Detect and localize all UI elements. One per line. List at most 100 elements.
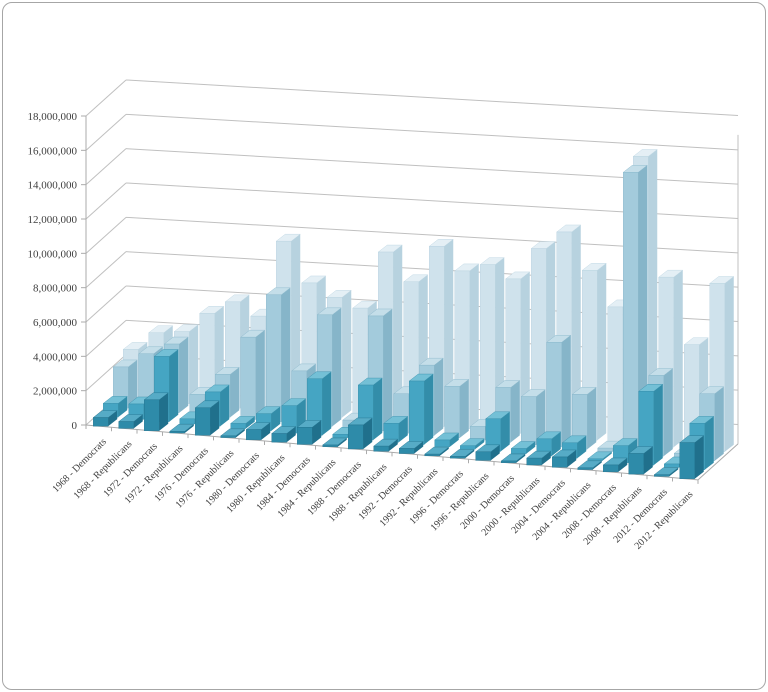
bar-front-face [266, 294, 282, 423]
y-axis-tick-label: 2,000,000 [33, 386, 78, 398]
bar-side-face [383, 308, 393, 431]
bar-side-face [618, 457, 628, 472]
bar-1992-Democrats-row2 [408, 373, 434, 445]
bar-side-face [439, 447, 449, 456]
bar-front-face [597, 447, 613, 452]
bar-front-face [587, 458, 603, 461]
y-axis-tick-label: 10,000,000 [28, 248, 78, 260]
bar-side-face [235, 428, 245, 438]
bar-1992-Republicans-row1 [424, 446, 450, 457]
bar-side-face [465, 449, 475, 459]
bar-side-face [541, 451, 551, 465]
bar-side-face [475, 438, 485, 450]
bar-side-face [189, 324, 199, 404]
bar-front-face [322, 444, 338, 447]
bar-side-face [342, 290, 352, 418]
gridline-leftwall [85, 148, 127, 186]
bar-front-face [373, 445, 389, 452]
bar-side-face [510, 380, 520, 443]
bar-side-face [363, 417, 373, 449]
bar-front-face [521, 396, 537, 445]
bar-side-face [184, 424, 194, 433]
bar-side-face [669, 467, 679, 477]
bar-side-face [444, 239, 454, 427]
bar-side-face [526, 441, 536, 454]
x-axis-ticks [85, 425, 699, 484]
y-axis-tick-label: 16,000,000 [28, 145, 78, 157]
bar-side-face [571, 224, 581, 438]
bar-2004-Republicans-row2 [587, 451, 613, 461]
bar-2000-Democrats-row3 [520, 389, 546, 445]
bar-2004-Democrats-row1 [551, 449, 577, 468]
bar-1980-Democrats-row1 [245, 422, 271, 441]
bar-1984-Republicans-row1 [322, 437, 348, 447]
bar-front-face [195, 407, 211, 436]
bar-front-face [220, 435, 236, 438]
bar-side-face [561, 335, 571, 447]
bar-front-face [118, 421, 134, 429]
bar-front-face [179, 418, 195, 425]
gridline-leftwall [85, 79, 127, 117]
bar-side-face [673, 270, 683, 448]
bar-side-face [398, 416, 408, 443]
bar-side-face [169, 349, 179, 422]
bar-front-face [475, 451, 491, 461]
bar-side-face [551, 431, 561, 456]
bar-front-face [664, 463, 680, 468]
bar-2000-Democrats-row1 [500, 453, 526, 463]
bar-side-face [179, 337, 189, 413]
bar-front-face [501, 460, 517, 463]
y-axis-tick-label: 18,000,000 [28, 111, 78, 123]
bar-side-face [128, 359, 138, 409]
bar-side-face [602, 451, 612, 461]
bar-front-face [460, 445, 476, 450]
bar-2000-Democrats-row2 [510, 441, 536, 454]
bar-side-face [332, 307, 342, 427]
bar-front-face [511, 448, 527, 454]
bar-side-face [108, 410, 118, 427]
bar-front-face [399, 448, 415, 454]
bar-front-face [603, 464, 619, 473]
bar-side-face [312, 420, 322, 445]
bar-2012-Republicans-row1 [679, 435, 705, 479]
bar-2000-Republicans-row3 [546, 335, 572, 448]
bar-front-face [348, 424, 364, 450]
bar-1988-Republicans-row1 [373, 438, 399, 452]
bar-side-face [286, 426, 296, 443]
bar-front-face [169, 431, 185, 434]
bar-side-face [663, 368, 673, 457]
bar-2004-Democrats-row3 [571, 387, 597, 450]
gridline-backwall [125, 113, 739, 151]
gridline-leftwall [85, 354, 127, 392]
bar-side-face [449, 432, 459, 447]
y-axis-tick-label: 8,000,000 [33, 283, 78, 295]
bar-side-face [322, 371, 332, 436]
bar-1980-Republicans-row1 [271, 426, 297, 443]
bar-2008-Republicans-row1 [628, 446, 654, 475]
bar-front-face [144, 399, 160, 431]
bar-2000-Republicans-row1 [526, 450, 552, 466]
bar-side-face [414, 441, 424, 454]
bar-side-face [638, 165, 648, 454]
gridline-leftwall [85, 216, 127, 254]
bar-front-face [230, 423, 246, 429]
bar-side-face [536, 389, 546, 445]
bar-1976-Republicans-row1 [220, 428, 246, 438]
bar-side-face [393, 245, 403, 422]
y-axis-tick-label: 14,000,000 [28, 180, 78, 192]
bar-side-face [271, 406, 281, 431]
bar-1988-Democrats-row1 [347, 417, 373, 450]
bar-front-face [480, 264, 496, 432]
bar-front-face [271, 433, 287, 443]
bar-side-face [434, 358, 444, 436]
bar-side-face [337, 437, 347, 447]
bar-side-face [653, 384, 663, 466]
bar-front-face [246, 429, 262, 441]
bar-side-face [643, 446, 653, 475]
bar-side-face [220, 384, 230, 427]
y-axis-tick-label: 12,000,000 [28, 214, 78, 226]
bar-1992-Republicans-row2 [434, 432, 460, 448]
floor-right-edge [697, 443, 739, 481]
bar-1968-Democrats-row1 [92, 410, 118, 427]
gridline-leftwall [85, 251, 127, 289]
